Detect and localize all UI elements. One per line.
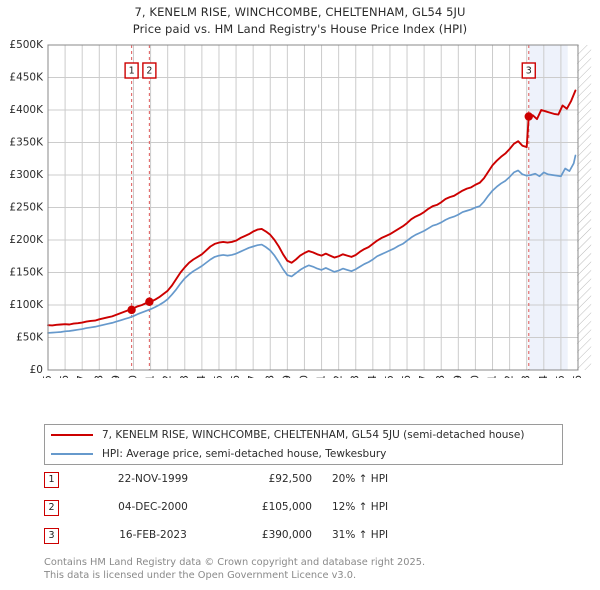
y-axis-tick-label: £150K xyxy=(9,267,44,279)
transaction-badge-3: 3 xyxy=(44,528,59,544)
y-axis-tick-label: £100K xyxy=(9,299,44,311)
x-axis-tick-label: 2009 xyxy=(281,375,293,378)
chart-marker-badge-number: 1 xyxy=(129,66,135,77)
x-axis-tick-label: 2022 xyxy=(504,375,516,378)
price-history-line-chart: £0 £50K £100K £150K £200K £250K £300K £350K £400… xyxy=(9,39,592,378)
x-axis-tick-label: 2011 xyxy=(316,375,328,378)
sale-point-marker xyxy=(127,305,136,315)
x-axis-tick-label: 2014 xyxy=(367,375,379,378)
x-axis-tick-label: 1998 xyxy=(93,375,105,378)
table-row: 2 04-DEC-2000 £105,000 12% ↑ HPI xyxy=(44,500,564,528)
chart-x-axis-labels: 1995 1996 1997 1998 1999 2000 2001 2002 2003 2004… xyxy=(42,375,584,378)
x-axis-tick-label: 1997 xyxy=(76,375,88,378)
y-axis-tick-label: £450K xyxy=(9,72,44,84)
x-axis-tick-label: 2007 xyxy=(247,375,259,378)
x-axis-tick-label: 2018 xyxy=(435,375,447,378)
x-axis-tick-label: 2000 xyxy=(127,375,139,378)
plot-border xyxy=(47,44,579,371)
chart-gridlines xyxy=(47,44,579,371)
transaction-date-1: 22-NOV-1999 xyxy=(117,473,189,485)
x-axis-tick-label: 2010 xyxy=(298,375,310,378)
x-axis-tick-label: 1999 xyxy=(110,375,122,378)
x-axis-tick-label: 2005 xyxy=(213,375,225,378)
y-axis-tick-label: £400K xyxy=(9,104,44,116)
x-axis-tick-label: 2024 xyxy=(538,375,550,378)
chart-marker-badge xyxy=(124,62,139,79)
sale-point-marker xyxy=(145,297,154,306)
legend-label-hpi: HPI: Average price, semi-detached house,… xyxy=(102,447,387,460)
chart-marker-badge xyxy=(521,62,536,79)
transaction-price-1: £92,500 xyxy=(268,473,312,485)
x-axis-tick-label: 2015 xyxy=(384,375,396,378)
footer-line-licence: This data is licensed under the Open Gov… xyxy=(44,569,357,581)
forecast-hatched-region xyxy=(577,45,592,370)
y-axis-tick-label: £300K xyxy=(9,169,44,181)
y-axis-tick-label: £250K xyxy=(9,202,44,214)
x-axis-tick-label: 2016 xyxy=(401,375,413,378)
table-row: 3 16-FEB-2023 £390,000 31% ↑ HPI xyxy=(44,528,564,556)
x-axis-tick-label: 1995 xyxy=(42,375,54,378)
x-axis-tick-label: 2019 xyxy=(452,375,464,378)
x-axis-tick-label: 2017 xyxy=(418,375,430,378)
footer-attribution: Contains HM Land Registry data © Crown c… xyxy=(44,557,564,582)
chart-marker-vlines xyxy=(131,45,530,370)
transaction-price-2: £105,000 xyxy=(261,501,312,513)
chart-marker-badge xyxy=(142,62,157,79)
transaction-badge-2: 2 xyxy=(44,500,59,516)
table-row: 1 22-NOV-1999 £92,500 20% ↑ HPI xyxy=(44,472,564,500)
transaction-hpi-2: 12% ↑ HPI xyxy=(332,501,389,513)
legend-swatch-hpi-icon xyxy=(51,452,93,455)
x-axis-tick-label: 2002 xyxy=(162,375,174,378)
y-axis-tick-label: £0 xyxy=(30,364,43,376)
legend-swatch-property-icon xyxy=(51,433,93,436)
y-axis-tick-label: £500K xyxy=(9,39,44,51)
chart-marker-badge-number: 3 xyxy=(526,66,532,77)
series-line-property xyxy=(47,89,577,327)
x-axis-tick-label: 2023 xyxy=(521,375,533,378)
chart-marker-badge-number: 2 xyxy=(146,66,152,77)
sale-point-marker xyxy=(524,112,533,121)
page-title: 7, KENELM RISE, WINCHCOMBE, CHELTENHAM, … xyxy=(0,4,600,38)
x-axis-tick-label: 2006 xyxy=(230,375,242,378)
transaction-hpi-3: 31% ↑ HPI xyxy=(332,529,389,541)
legend-item-property: 7, KENELM RISE, WINCHCOMBE, CHELTENHAM, … xyxy=(45,425,562,444)
transactions-table: 1 22-NOV-1999 £92,500 20% ↑ HPI 2 04-DEC… xyxy=(44,472,564,556)
chart-plot-area: £0 £50K £100K £150K £200K £250K £300K £350K £400… xyxy=(0,38,600,378)
x-axis-tick-label: 1996 xyxy=(59,375,71,378)
transaction-date-2: 04-DEC-2000 xyxy=(118,501,188,513)
x-axis-tick-label: 2021 xyxy=(487,375,499,378)
x-axis-tick-label: 2004 xyxy=(196,375,208,378)
x-axis-tick-label: 2025 xyxy=(555,375,567,378)
legend-item-hpi: HPI: Average price, semi-detached house,… xyxy=(45,444,562,463)
footer-line-copyright: Contains HM Land Registry data © Crown c… xyxy=(44,557,426,568)
chart-legend: 7, KENELM RISE, WINCHCOMBE, CHELTENHAM, … xyxy=(44,424,563,465)
y-axis-tick-label: £200K xyxy=(9,234,44,246)
chart-frame xyxy=(47,44,579,371)
x-axis-tick-label: 2003 xyxy=(179,375,191,378)
legend-label-property: 7, KENELM RISE, WINCHCOMBE, CHELTENHAM, … xyxy=(102,428,525,441)
transaction-hpi-1: 20% ↑ HPI xyxy=(332,473,389,485)
transaction-price-3: £390,000 xyxy=(261,529,312,541)
x-axis-tick-label: 2026 xyxy=(572,375,584,378)
series-line-hpi xyxy=(47,154,577,334)
transaction-date-3: 16-FEB-2023 xyxy=(119,529,187,541)
chart-marker-points xyxy=(127,112,533,315)
title-line-subtitle: Price paid vs. HM Land Registry's House … xyxy=(132,22,468,36)
chart-y-axis-labels: £0 £50K £100K £150K £200K £250K £300K £350K £400… xyxy=(9,39,44,376)
x-axis-tick-label: 2001 xyxy=(145,375,157,378)
chart-series-lines xyxy=(47,89,577,334)
x-axis-tick-label: 2013 xyxy=(350,375,362,378)
y-axis-tick-label: £350K xyxy=(9,137,44,149)
title-line-address: 7, KENELM RISE, WINCHCOMBE, CHELTENHAM, … xyxy=(134,5,466,19)
x-axis-tick-label: 2020 xyxy=(469,375,481,378)
transaction-badge-1: 1 xyxy=(44,472,59,488)
x-axis-tick-label: 2012 xyxy=(333,375,345,378)
x-axis-tick-label: 2008 xyxy=(264,375,276,378)
y-axis-tick-label: £50K xyxy=(16,332,44,344)
